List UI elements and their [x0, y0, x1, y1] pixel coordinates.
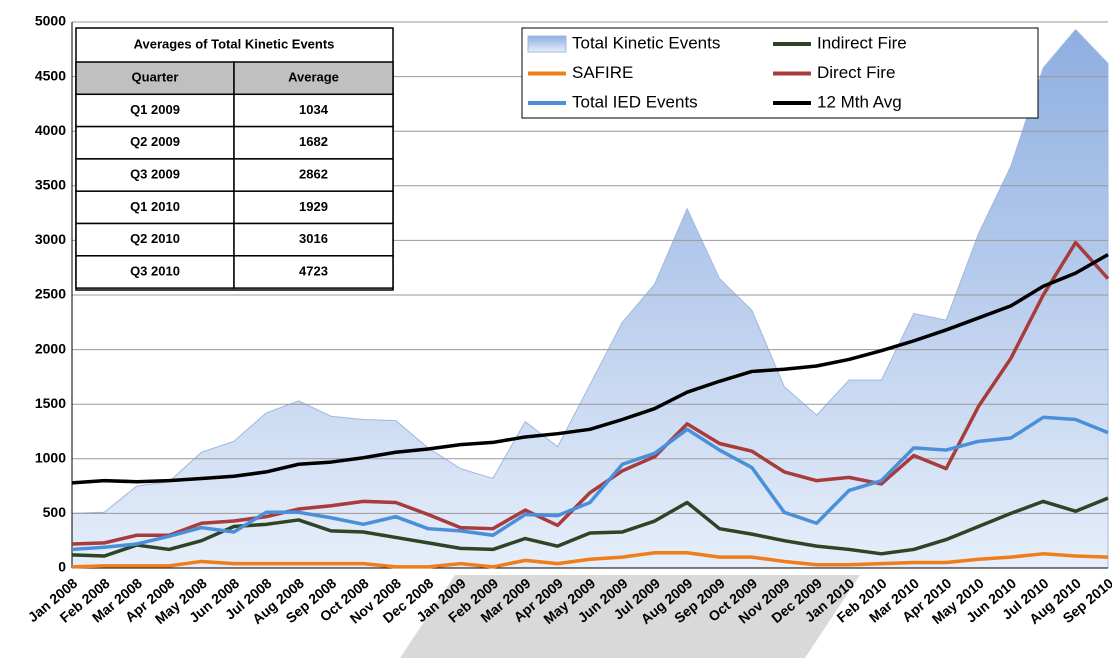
legend-swatch — [527, 35, 567, 53]
table-cell: 1034 — [299, 102, 329, 117]
table-cell: Q3 2009 — [130, 166, 180, 181]
table-header: Quarter — [132, 70, 179, 85]
legend: Total Kinetic Events Indirect Fire SAFIRE D… — [521, 27, 1039, 119]
line — [71, 415, 1109, 552]
table-cell: Q2 2009 — [130, 134, 180, 149]
table-cell: Q3 2010 — [130, 263, 180, 278]
table-cell-cell — [75, 158, 235, 192]
area — [71, 28, 1109, 569]
y-tick-label: 3500 — [35, 177, 66, 193]
y-tick-label: 1000 — [35, 450, 66, 466]
table-title: Averages of Total Kinetic Events — [134, 36, 335, 51]
legend-label: SAFIRE — [572, 63, 633, 82]
legend-label: 12 Mth Avg — [817, 92, 902, 111]
table-header-cell — [233, 61, 394, 96]
legend-label: Total Kinetic Events — [572, 33, 720, 52]
line — [71, 240, 1110, 546]
y-tick-label: 5000 — [35, 13, 66, 29]
y-tick-label: 500 — [43, 504, 67, 520]
table-cell: 2862 — [299, 166, 328, 181]
table-cell: Q1 2009 — [130, 102, 180, 117]
table-cell-cell — [233, 222, 394, 257]
table-cell: 3016 — [299, 231, 328, 246]
legend-label: Direct Fire — [817, 63, 895, 82]
table-header: Average — [288, 70, 339, 85]
legend-label: Total IED Events — [572, 92, 698, 111]
table-cell: 4723 — [299, 263, 328, 278]
y-tick-label: 4500 — [35, 67, 66, 83]
table-cell-cell — [75, 190, 235, 225]
table-cell-cell — [233, 255, 394, 289]
table-cell-cell — [233, 158, 394, 192]
legend-label: Indirect Fire — [817, 33, 907, 52]
line — [71, 550, 1109, 569]
y-tick-label: 2000 — [35, 340, 66, 356]
y-tick-label: 3000 — [35, 231, 66, 247]
y-tick-label: 1500 — [35, 395, 66, 411]
table-cell: Q1 2010 — [130, 199, 180, 214]
line — [71, 253, 1109, 485]
table-cell-cell — [75, 222, 235, 257]
table-cell-cell — [233, 125, 394, 160]
table-cell: 1682 — [299, 134, 328, 149]
table-cell: Q2 2010 — [130, 231, 180, 246]
table-cell: 1929 — [299, 199, 328, 214]
table-cell-cell — [233, 190, 394, 225]
highlight-band — [400, 575, 860, 658]
y-tick-label: 4000 — [35, 122, 66, 138]
y-tick-label: 0 — [58, 559, 66, 575]
table-header-cell — [75, 61, 235, 96]
table: Averages of Total Kinetic Events Quarter… — [75, 27, 394, 291]
y-tick-label: 2500 — [35, 286, 66, 302]
